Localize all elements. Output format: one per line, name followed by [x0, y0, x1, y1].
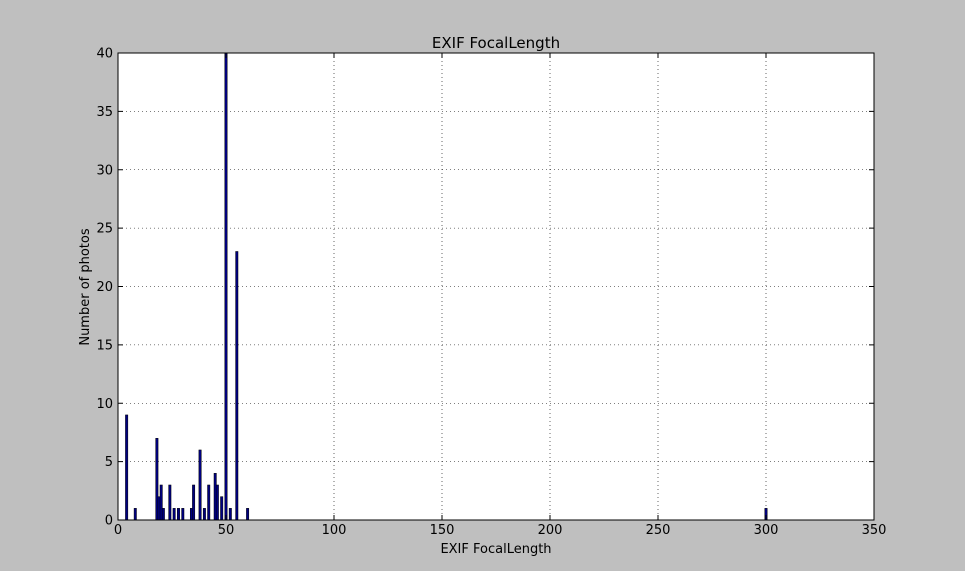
bars	[125, 52, 768, 521]
bar	[133, 508, 137, 521]
x-axis-label: EXIF FocalLength	[440, 542, 551, 557]
plot-area	[118, 53, 874, 520]
bar	[177, 508, 180, 521]
bar	[202, 508, 206, 521]
x-tick-label: 50	[218, 523, 235, 538]
y-tick-label: 0	[105, 514, 113, 529]
bar	[228, 508, 232, 521]
x-tick-label: 350	[862, 523, 887, 538]
y-tick-label: 20	[96, 280, 113, 295]
bar	[172, 508, 176, 521]
y-tick-label: 30	[96, 163, 113, 178]
bar	[220, 496, 224, 521]
y-tick-label: 40	[96, 47, 113, 62]
y-axis-label: Number of photos	[78, 228, 93, 346]
bar	[224, 52, 228, 521]
chart-title: EXIF FocalLength	[432, 34, 560, 52]
bar	[181, 508, 185, 521]
bar	[161, 508, 165, 521]
x-tick-label: 150	[430, 523, 455, 538]
bar	[168, 484, 172, 521]
x-tick-label: 100	[322, 523, 347, 538]
x-tick-label: 200	[538, 523, 563, 538]
y-tick-label: 25	[96, 222, 113, 237]
bar	[198, 449, 202, 521]
bar	[125, 414, 129, 521]
y-tick-label: 10	[96, 397, 113, 412]
bar	[192, 484, 196, 521]
y-tick-label: 5	[105, 455, 113, 470]
y-tick-label: 15	[96, 338, 113, 353]
bar	[207, 484, 211, 521]
bar	[246, 508, 250, 521]
bar	[235, 251, 239, 521]
ticks: 0 50 100 150 200 250 300 350 0 5 10 15 20 25 30 35 40	[96, 47, 886, 539]
x-tick-label: 300	[754, 523, 779, 538]
bar	[215, 484, 219, 521]
x-tick-label: 0	[114, 523, 122, 538]
x-tick-label: 250	[646, 523, 671, 538]
y-tick-label: 35	[96, 105, 113, 120]
